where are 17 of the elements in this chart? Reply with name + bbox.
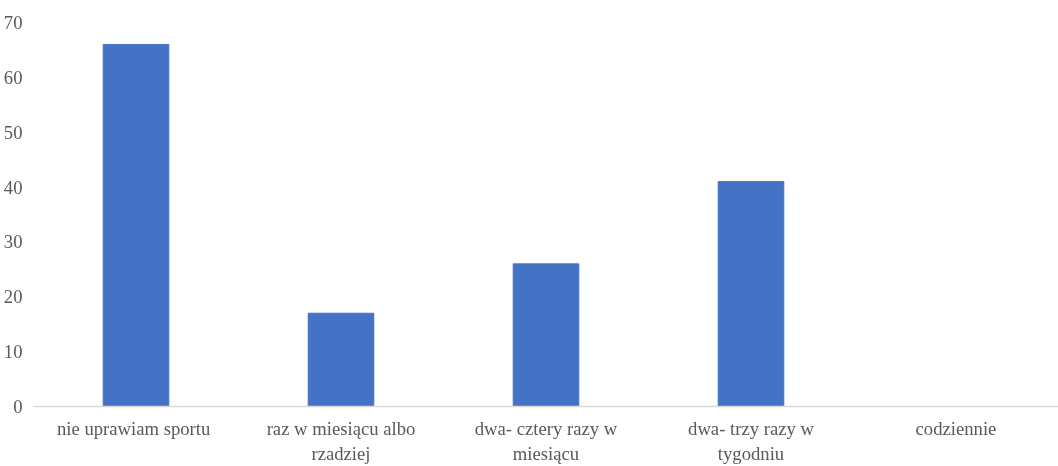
y-tick-label: 20 (3, 286, 23, 308)
y-tick-label: 30 (3, 231, 23, 253)
bar (512, 263, 580, 407)
y-tick-label: 50 (3, 121, 23, 143)
bar (307, 312, 375, 407)
bar (102, 43, 170, 407)
x-tick-label: dwa- trzy razy w tygodniu (688, 417, 815, 464)
x-tick-label: codziennie (915, 417, 997, 439)
y-tick-label: 70 (3, 12, 23, 33)
y-tick-label: 60 (3, 66, 23, 88)
x-tick-label: nie uprawiam sportu (56, 417, 212, 439)
bar (717, 181, 785, 407)
y-tick-label: 0 (13, 396, 23, 417)
y-tick-label: 40 (3, 176, 23, 198)
x-tick-label: raz w miesiącu albo rzadziej (266, 417, 416, 464)
y-tick-label: 10 (3, 341, 23, 363)
x-tick-label: dwa- cztery razy w miesiącu (474, 417, 618, 464)
